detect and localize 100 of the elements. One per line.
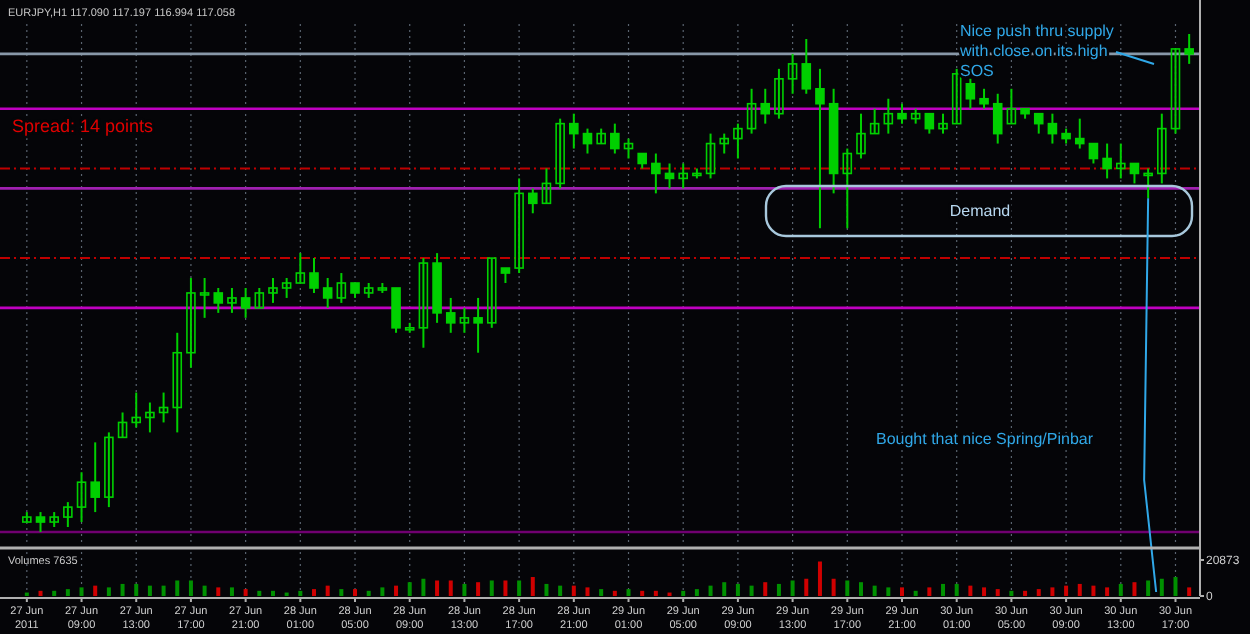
bar <box>995 589 1000 596</box>
bar <box>927 587 932 596</box>
bar <box>653 590 658 596</box>
candlestick <box>418 257 429 349</box>
bar <box>476 582 481 596</box>
bar <box>161 585 166 596</box>
candlestick <box>924 112 935 135</box>
candlestick <box>63 501 73 529</box>
candlestick <box>268 277 278 304</box>
candlestick <box>131 391 142 429</box>
bar <box>517 580 522 596</box>
candlestick <box>172 331 183 434</box>
bar <box>544 583 549 596</box>
bar <box>749 585 754 596</box>
bar <box>831 578 836 596</box>
candlestick <box>842 147 853 230</box>
candlestick <box>705 132 716 180</box>
bar <box>366 590 371 596</box>
bar <box>1077 583 1082 596</box>
bar <box>503 580 508 596</box>
bar <box>1146 580 1151 596</box>
candlestick <box>719 132 730 155</box>
bar <box>120 583 125 596</box>
bar <box>134 583 139 596</box>
bar <box>571 585 576 596</box>
bar <box>599 589 604 596</box>
candlestick <box>1047 112 1058 145</box>
bar <box>845 580 850 596</box>
candlestick <box>801 37 812 95</box>
bar <box>243 589 248 596</box>
candlestick <box>527 187 538 215</box>
candlestick <box>199 277 210 319</box>
candlestick <box>295 252 306 284</box>
bar <box>380 587 385 596</box>
candlestick <box>254 286 265 309</box>
candlestick <box>281 277 292 299</box>
bar <box>1050 587 1055 596</box>
candlestick <box>883 97 894 135</box>
bar <box>188 580 193 596</box>
candlestick <box>760 87 771 125</box>
bar <box>982 587 987 596</box>
bar <box>339 589 344 596</box>
bar <box>79 587 84 596</box>
candlestick <box>76 471 87 524</box>
candlestick <box>733 122 743 160</box>
candlestick <box>678 162 689 190</box>
candlestick <box>117 411 128 439</box>
candlestick <box>1033 112 1044 135</box>
bar <box>353 589 358 596</box>
candlestick <box>815 67 825 230</box>
candlestick <box>322 277 333 309</box>
candlestick <box>186 277 196 369</box>
candlestick <box>1143 167 1153 200</box>
bar <box>1159 578 1164 596</box>
bar <box>763 582 768 596</box>
annotation: Bought that nice Spring/Pinbar <box>876 430 1094 448</box>
candlestick <box>1006 87 1017 125</box>
bar <box>175 580 180 596</box>
bar <box>735 583 740 596</box>
candlestick <box>651 152 661 195</box>
bar <box>298 590 303 596</box>
candlestick <box>992 92 1003 145</box>
bar <box>872 585 877 596</box>
bar <box>202 585 207 596</box>
candlestick <box>869 107 880 135</box>
candlestick <box>569 112 579 150</box>
bar <box>147 585 152 596</box>
bar <box>1132 582 1137 596</box>
bar <box>722 582 727 596</box>
candlestick <box>1088 142 1099 165</box>
bar <box>489 580 494 596</box>
bar <box>38 590 43 596</box>
candlestick <box>897 102 907 125</box>
candlestick <box>486 257 497 329</box>
bar <box>52 590 57 596</box>
candlestick <box>227 286 237 314</box>
candlestick <box>541 167 552 205</box>
bar <box>1187 587 1192 596</box>
bar <box>216 587 221 596</box>
candlestick <box>309 257 319 294</box>
bar <box>941 583 946 596</box>
candlestick <box>774 67 784 120</box>
candlestick <box>336 272 347 304</box>
candlestick <box>951 67 962 125</box>
candlestick <box>1115 142 1126 180</box>
bar <box>93 585 98 596</box>
candlestick <box>1129 162 1140 185</box>
candlestick <box>90 441 101 514</box>
bar <box>817 561 822 596</box>
bar <box>1036 589 1041 596</box>
bar <box>954 583 959 596</box>
bar <box>270 590 275 596</box>
bar <box>530 577 535 596</box>
annotation: Spread: 14 points <box>12 116 155 136</box>
bar <box>585 587 590 596</box>
candlestick <box>473 296 483 354</box>
candlestick <box>623 137 634 160</box>
bar <box>407 582 412 596</box>
bar <box>435 580 440 596</box>
candlestick <box>459 306 470 334</box>
